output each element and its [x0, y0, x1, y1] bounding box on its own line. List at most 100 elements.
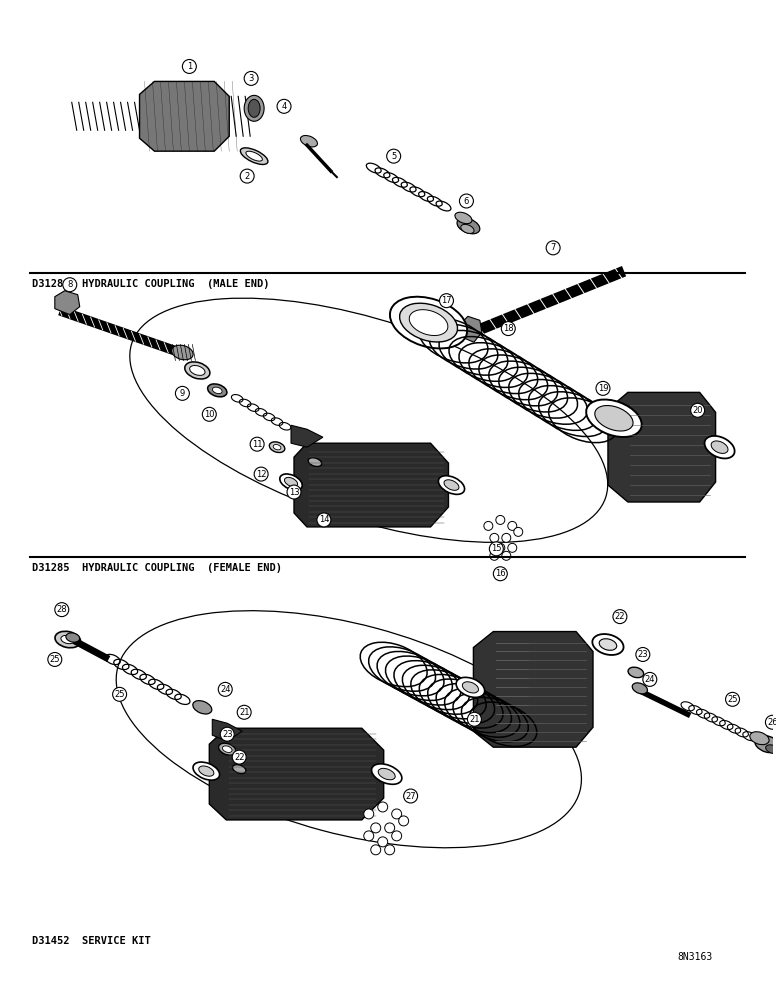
Ellipse shape [55, 631, 81, 648]
Text: D31284  HYDRAULIC COUPLING  (MALE END): D31284 HYDRAULIC COUPLING (MALE END) [32, 279, 269, 289]
Ellipse shape [594, 406, 633, 431]
Circle shape [501, 322, 515, 336]
Polygon shape [140, 81, 229, 151]
Circle shape [371, 823, 381, 833]
Ellipse shape [189, 366, 205, 375]
Text: 24: 24 [220, 685, 230, 694]
Text: 20: 20 [692, 406, 703, 415]
Polygon shape [213, 719, 242, 741]
Ellipse shape [233, 765, 246, 774]
Circle shape [392, 831, 402, 841]
Ellipse shape [750, 732, 769, 745]
Ellipse shape [455, 212, 472, 224]
Ellipse shape [61, 635, 74, 644]
Ellipse shape [219, 743, 236, 755]
Ellipse shape [632, 683, 647, 694]
Ellipse shape [400, 303, 458, 342]
Ellipse shape [185, 362, 210, 379]
Circle shape [490, 533, 499, 542]
Circle shape [48, 652, 62, 666]
Circle shape [691, 403, 705, 417]
Circle shape [514, 527, 523, 536]
Text: 21: 21 [469, 715, 480, 724]
Ellipse shape [711, 441, 728, 453]
Text: 25: 25 [50, 655, 60, 664]
Circle shape [385, 845, 395, 855]
Polygon shape [210, 728, 383, 820]
Text: 23: 23 [638, 650, 648, 659]
Circle shape [113, 687, 126, 701]
Circle shape [218, 682, 232, 696]
Ellipse shape [409, 310, 448, 336]
Circle shape [385, 823, 395, 833]
Circle shape [439, 294, 453, 308]
Ellipse shape [755, 736, 776, 753]
Text: 6: 6 [464, 197, 469, 206]
Circle shape [55, 603, 69, 617]
Circle shape [63, 278, 77, 292]
Text: 8N3163: 8N3163 [677, 952, 713, 962]
Circle shape [232, 750, 246, 764]
Ellipse shape [66, 633, 80, 642]
Ellipse shape [444, 480, 459, 490]
Ellipse shape [599, 639, 617, 650]
Circle shape [255, 467, 268, 481]
Circle shape [636, 648, 650, 661]
Circle shape [277, 99, 291, 113]
Circle shape [203, 407, 217, 421]
Circle shape [237, 705, 251, 719]
Text: 28: 28 [57, 605, 67, 614]
Text: 15: 15 [491, 544, 501, 553]
Circle shape [287, 485, 301, 499]
Circle shape [643, 672, 656, 686]
Circle shape [502, 533, 511, 542]
Ellipse shape [192, 701, 212, 714]
Polygon shape [608, 392, 715, 502]
Circle shape [378, 837, 388, 847]
Ellipse shape [213, 387, 222, 394]
Text: 23: 23 [222, 730, 233, 739]
Circle shape [484, 521, 493, 530]
Ellipse shape [280, 474, 303, 490]
Ellipse shape [285, 477, 297, 487]
Circle shape [459, 194, 473, 208]
Ellipse shape [378, 768, 395, 780]
Ellipse shape [246, 151, 262, 161]
Circle shape [378, 802, 388, 812]
Ellipse shape [171, 345, 193, 360]
Ellipse shape [766, 745, 776, 754]
Ellipse shape [457, 218, 480, 234]
Polygon shape [473, 632, 593, 747]
Ellipse shape [248, 99, 260, 117]
Circle shape [490, 551, 499, 560]
Text: D31285  HYDRAULIC COUPLING  (FEMALE END): D31285 HYDRAULIC COUPLING (FEMALE END) [32, 563, 282, 573]
Text: 18: 18 [503, 324, 514, 333]
Polygon shape [460, 316, 482, 342]
Circle shape [502, 551, 511, 560]
Text: 19: 19 [598, 384, 608, 393]
Text: 16: 16 [495, 569, 506, 578]
Circle shape [596, 381, 610, 395]
Circle shape [496, 543, 505, 552]
Text: 7: 7 [550, 243, 556, 252]
Circle shape [613, 610, 627, 624]
Circle shape [726, 692, 740, 706]
Circle shape [386, 149, 400, 163]
Text: 3: 3 [248, 74, 254, 83]
Circle shape [494, 567, 508, 581]
Ellipse shape [208, 384, 227, 397]
Text: 22: 22 [234, 753, 244, 762]
Text: 14: 14 [319, 515, 329, 524]
Circle shape [490, 542, 504, 556]
Ellipse shape [592, 634, 624, 655]
Circle shape [250, 437, 264, 451]
Circle shape [317, 513, 331, 527]
Circle shape [364, 831, 374, 841]
Circle shape [404, 789, 417, 803]
Ellipse shape [193, 762, 220, 780]
Text: 1: 1 [187, 62, 192, 71]
Text: 4: 4 [282, 102, 286, 111]
Text: 2: 2 [244, 172, 250, 181]
Circle shape [182, 59, 196, 73]
Circle shape [220, 727, 234, 741]
